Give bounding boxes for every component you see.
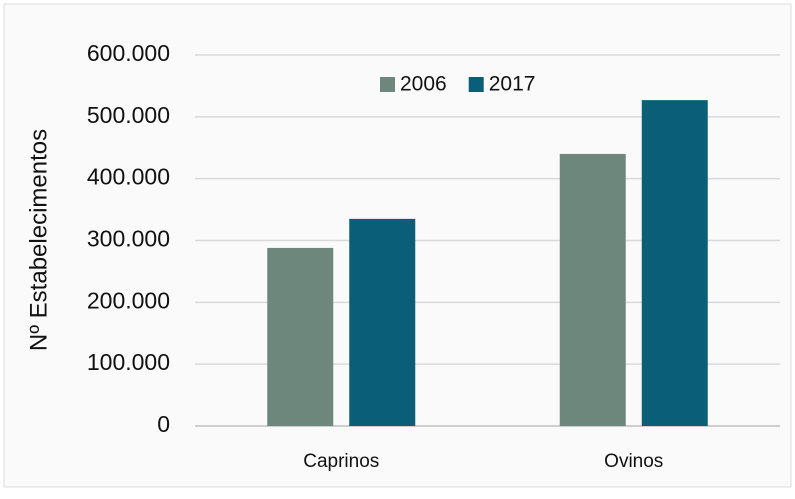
bar (349, 219, 415, 426)
y-tick-label: 200.000 (87, 287, 170, 313)
bar (267, 248, 333, 426)
legend-label: 2017 (489, 73, 536, 96)
bar (560, 154, 626, 426)
x-tick-label: Ovinos (604, 451, 663, 472)
y-tick-label: 0 (157, 411, 170, 437)
y-axis-label: Nº Estabelecimentos (25, 129, 52, 351)
y-tick-label: 600.000 (87, 40, 170, 66)
bar (642, 100, 708, 426)
y-tick-label: 300.000 (87, 226, 170, 252)
y-tick-label: 400.000 (87, 164, 170, 190)
x-tick-label: Caprinos (303, 451, 379, 472)
legend-swatch (469, 77, 484, 92)
legend-label: 2006 (400, 73, 447, 96)
legend-swatch (380, 77, 395, 92)
y-tick-label: 500.000 (87, 102, 170, 128)
chart: Nº Estabelecimentos 0 100.000 200.000 300.0… (0, 0, 795, 499)
y-tick-label: 100.000 (87, 349, 170, 375)
